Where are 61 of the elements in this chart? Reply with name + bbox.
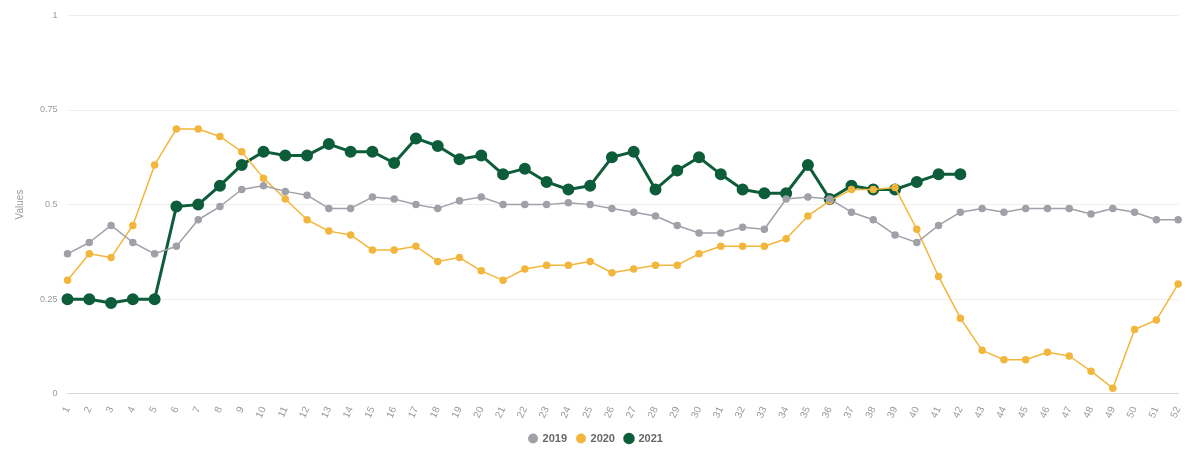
x-tick-label: 14 xyxy=(340,404,356,420)
x-tick-label: 28 xyxy=(645,404,660,420)
x-tick-label: 43 xyxy=(971,404,987,420)
x-tick-label: 41 xyxy=(928,404,944,420)
legend-label: 2020 xyxy=(590,431,615,444)
x-tick-label: 30 xyxy=(688,404,704,420)
x-tick-label: 52 xyxy=(1167,404,1183,420)
x-tick-label: 51 xyxy=(1145,404,1161,420)
x-tick-label: 31 xyxy=(710,404,726,420)
x-tick-label: 6 xyxy=(168,404,181,415)
x-tick-label: 3 xyxy=(103,404,116,415)
x-tick-label: 21 xyxy=(492,404,508,420)
legend-label: 2019 xyxy=(542,431,568,444)
x-tick-label: 10 xyxy=(253,404,268,420)
x-tick-label: 38 xyxy=(862,404,878,420)
x-tick-label: 46 xyxy=(1037,404,1052,420)
x-tick-label: 5 xyxy=(146,404,160,415)
x-tick-label: 34 xyxy=(775,404,791,420)
x-tick-label: 32 xyxy=(732,404,748,420)
x-tick-label: 29 xyxy=(666,404,682,420)
x-tick-label: 9 xyxy=(233,404,247,415)
y-tick-label: 0.75 xyxy=(39,104,58,115)
x-tick-label: 7 xyxy=(190,404,203,415)
x-tick-label: 24 xyxy=(558,404,573,420)
y-tick-label: 1 xyxy=(52,9,58,20)
x-tick-label: 15 xyxy=(362,404,377,420)
x-tick-label: 12 xyxy=(296,404,312,420)
legend-label: 2021 xyxy=(638,431,663,444)
x-tick-label: 4 xyxy=(124,404,138,415)
x-tick-label: 33 xyxy=(754,404,769,420)
x-tick-label: 26 xyxy=(601,404,617,420)
x-tick-label: 17 xyxy=(405,404,421,420)
x-tick-label: 23 xyxy=(536,404,552,420)
x-tick-label: 42 xyxy=(949,404,965,420)
x-tick-label: 37 xyxy=(841,404,856,420)
x-tick-label: 13 xyxy=(318,404,334,420)
y-axis-title: Values xyxy=(13,189,25,220)
y-tick-label: 0.5 xyxy=(45,199,58,210)
x-tick-label: 48 xyxy=(1080,404,1096,420)
x-tick-label: 19 xyxy=(449,404,464,420)
y-tick-label: 0 xyxy=(52,388,58,399)
x-tick-label: 40 xyxy=(906,404,922,420)
x-tick-label: 18 xyxy=(427,404,443,420)
x-tick-label: 22 xyxy=(514,404,530,420)
x-tick-label: 49 xyxy=(1102,404,1118,420)
x-tick-label: 27 xyxy=(623,404,639,420)
x-tick-label: 2 xyxy=(81,404,94,415)
x-tick-label: 35 xyxy=(797,404,813,420)
x-tick-label: 25 xyxy=(579,404,595,420)
x-tick-label: 11 xyxy=(275,404,290,419)
y-tick-label: 0.25 xyxy=(39,293,58,304)
x-tick-label: 44 xyxy=(993,404,1009,420)
x-tick-label: 16 xyxy=(383,404,399,420)
x-tick-label: 1 xyxy=(59,404,73,415)
x-tick-label: 8 xyxy=(211,404,225,415)
x-tick-label: 45 xyxy=(1015,404,1031,420)
x-tick-label: 20 xyxy=(470,404,486,420)
x-tick-label: 50 xyxy=(1124,404,1140,420)
x-tick-label: 39 xyxy=(884,404,900,420)
x-tick-label: 47 xyxy=(1058,404,1074,420)
x-tick-label: 36 xyxy=(819,404,835,420)
